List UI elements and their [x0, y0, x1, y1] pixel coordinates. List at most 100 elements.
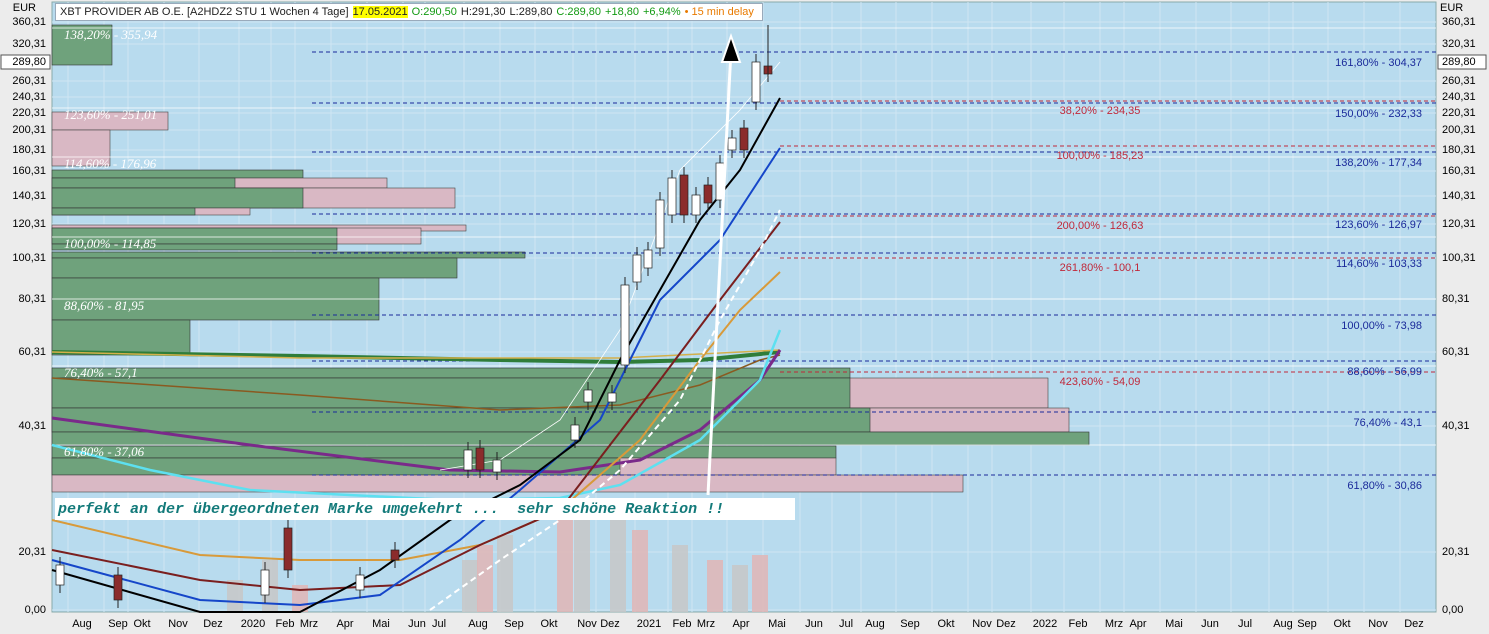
y-tick-label-right: 160,31: [1442, 165, 1476, 177]
change: +18,80: [605, 6, 639, 18]
open: O:290,50: [411, 6, 457, 18]
moving-average: [51, 354, 781, 411]
x-tick-label: Sep: [1297, 618, 1317, 630]
x-tick-label: Nov: [168, 618, 188, 630]
candle-body: [667, 177, 677, 216]
candle-body: [260, 569, 270, 596]
last-price-box: [0, 54, 51, 70]
y-tick-label: 240,31: [12, 91, 46, 103]
fib-label-blue: 76,40% - 43,1: [1354, 417, 1423, 429]
candle-body: [475, 447, 485, 471]
volume-bar: [497, 535, 513, 612]
arrow-head: [720, 32, 742, 63]
volume-bar: [610, 505, 626, 612]
y-tick-label: 160,31: [12, 165, 46, 177]
profile-bar-green: [51, 243, 338, 251]
x-tick-label: Aug: [865, 618, 885, 630]
candle-body: [739, 127, 749, 151]
x-tick-label: Nov: [577, 618, 597, 630]
fib-label-blue: 150,00% - 232,33: [1335, 108, 1422, 120]
profile-bar-green: [51, 177, 236, 189]
annotation-box: [55, 498, 795, 520]
profile-bar-green: [51, 187, 304, 209]
x-tick-label: Sep: [900, 618, 920, 630]
fib-label-red: 423,60% - 54,09: [1060, 376, 1141, 388]
y-tick-label-right: 40,31: [1442, 420, 1470, 432]
last-price: 289,80: [12, 56, 46, 68]
arrow-shaft: [706, 49, 733, 496]
annotation: perfekt an der übergeordneten Marke umge…: [57, 501, 724, 518]
candle-body: [390, 549, 400, 561]
profile-bar-green: [51, 169, 304, 179]
fib-label-blue: 138,20% - 177,34: [1335, 157, 1422, 169]
candle-body: [463, 449, 473, 471]
y-tick-label: 180,31: [12, 144, 46, 156]
candle-body: [583, 389, 593, 403]
candle-body: [727, 137, 737, 151]
fib-label-blue: 88,60% - 56,99: [1347, 366, 1422, 378]
y-tick-label: 360,31: [12, 16, 46, 28]
candle-body: [632, 254, 642, 283]
candle-body: [703, 184, 713, 204]
x-tick-label: Okt: [1333, 618, 1350, 630]
y-tick-label-right: 240,31: [1442, 91, 1476, 103]
y-tick-label: 60,31: [18, 346, 46, 358]
instrument: XBT PROVIDER AB O.E. [A2HDZ2 STU 1 Woche…: [60, 6, 349, 18]
x-tick-label: Mrz: [697, 618, 715, 630]
candle-body: [283, 527, 293, 571]
volume-bar: [632, 530, 648, 612]
y-tick-label-right: 140,31: [1442, 190, 1476, 202]
fib-label-left: 123,60% - 251,01: [64, 107, 157, 122]
moving-average: [429, 209, 781, 611]
delay: • 15 min delay: [684, 6, 754, 18]
candle-body: [570, 424, 580, 441]
candle-body: [643, 249, 653, 269]
y-tick-label: 220,31: [12, 107, 46, 119]
y-tick-label: 140,31: [12, 190, 46, 202]
y-tick-label-right: 180,31: [1442, 144, 1476, 156]
x-tick-label: Jun: [408, 618, 426, 630]
y-tick-label-right: 80,31: [1442, 293, 1470, 305]
x-tick-label: Jul: [432, 618, 446, 630]
x-tick-label: Jun: [1201, 618, 1219, 630]
x-tick-label: Apr: [1129, 618, 1146, 630]
x-tick-label: Mrz: [1105, 618, 1123, 630]
y-tick-label-right: 320,31: [1442, 38, 1476, 50]
fib-label-left: 138,20% - 355,94: [64, 27, 158, 42]
x-tick-label: Sep: [504, 618, 524, 630]
candle-body: [492, 459, 502, 473]
x-tick-label: Mai: [372, 618, 390, 630]
y-tick-label: 40,31: [18, 420, 46, 432]
y-tick-label: 260,31: [12, 75, 46, 87]
x-tick-label: Jun: [805, 618, 823, 630]
x-tick-label: Aug: [1273, 618, 1293, 630]
high: H:291,30: [460, 6, 506, 18]
x-tick-label: Okt: [540, 618, 557, 630]
fib-label-red: 261,80% - 100,1: [1060, 262, 1141, 274]
x-tick-label: Mai: [768, 618, 786, 630]
profile-bar-pink: [51, 129, 111, 167]
fib-label-red: 38,20% - 234,35: [1060, 105, 1141, 117]
y-tick-label: 120,31: [12, 218, 46, 230]
x-tick-label: Jul: [839, 618, 853, 630]
x-tick-label: Nov: [1368, 618, 1388, 630]
y-tick-label: 320,31: [12, 38, 46, 50]
moving-average: [51, 349, 781, 359]
candle-body: [655, 199, 665, 249]
candle-body: [355, 574, 365, 591]
fib-label-blue: 161,80% - 304,37: [1335, 57, 1422, 69]
y-tick-label-right: 200,31: [1442, 124, 1476, 136]
profile-bar-green: [51, 207, 196, 216]
fib-label-blue: 114,60% - 103,33: [1336, 258, 1422, 270]
fib-label-blue: 100,00% - 73,98: [1341, 320, 1422, 332]
x-tick-label: Dez: [203, 618, 223, 630]
x-tick-label: Dez: [996, 618, 1016, 630]
fib-label-left: 61,80% - 37,06: [64, 444, 145, 459]
fib-label-left: 100,00% - 114,85: [64, 236, 157, 251]
y-tick-label-right: 100,31: [1442, 252, 1476, 264]
profile-bar-green: [51, 319, 191, 356]
profile-bar-green: [51, 257, 458, 279]
x-tick-label: 2021: [637, 618, 661, 630]
x-tick-label: Apr: [732, 618, 749, 630]
